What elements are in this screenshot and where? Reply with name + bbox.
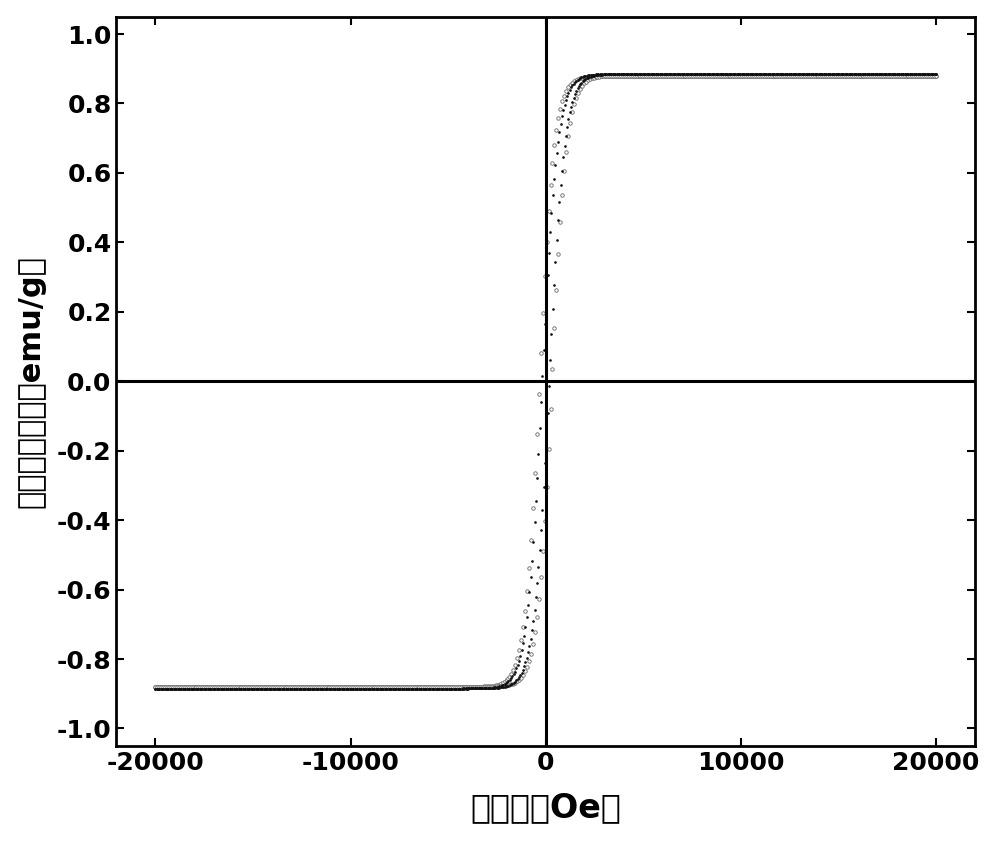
X-axis label: 矫顼力（Oe）: 矫顼力（Oe） <box>470 791 621 824</box>
Y-axis label: 饱和磁化强度（emu/g）: 饱和磁化强度（emu/g） <box>17 255 46 508</box>
